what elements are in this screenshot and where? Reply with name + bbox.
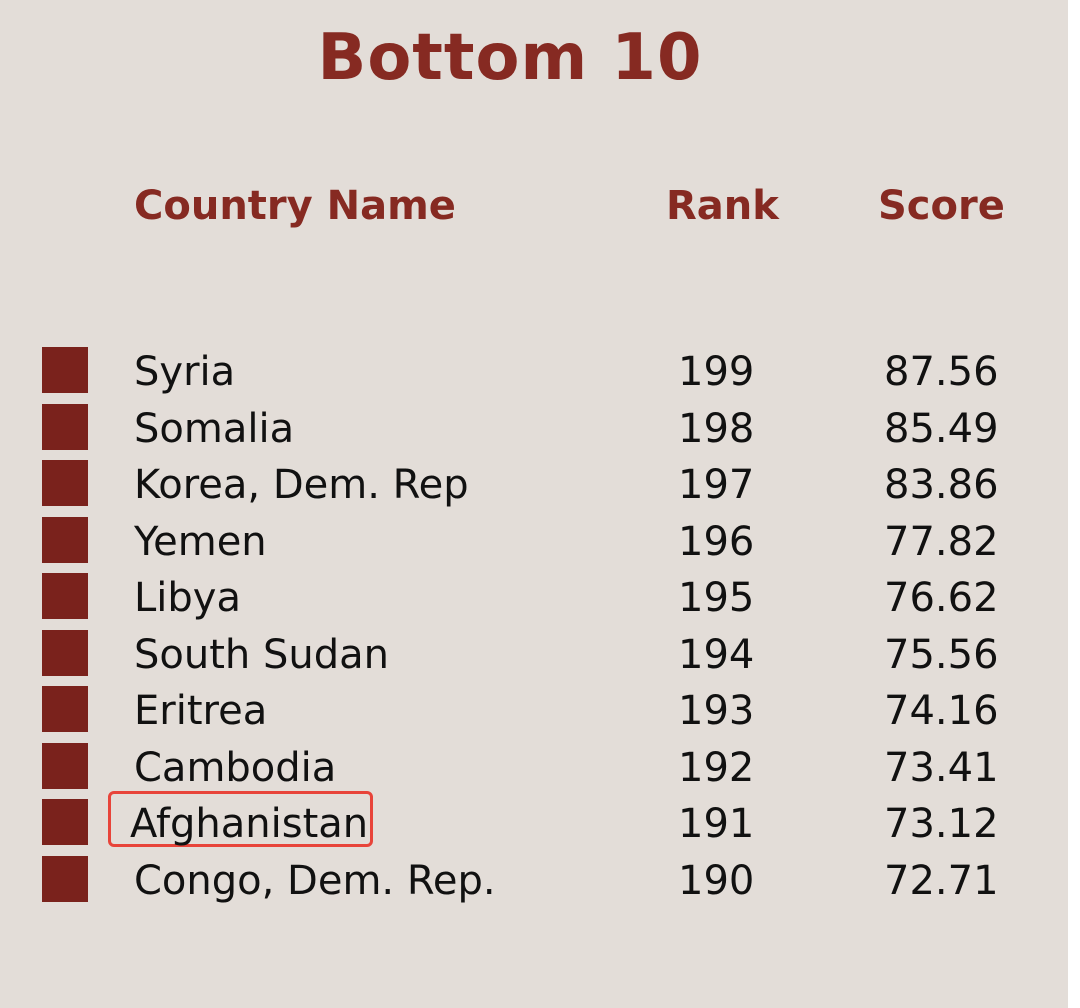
- table-row: South Sudan 194 75.56: [0, 627, 1068, 684]
- row-marker: [42, 460, 88, 506]
- table-row: Congo, Dem. Rep. 190 72.71: [0, 853, 1068, 910]
- row-marker: [42, 686, 88, 732]
- country-name: Yemen: [134, 518, 267, 565]
- row-marker: [42, 516, 88, 563]
- rank-value: 191: [678, 801, 755, 847]
- score-value: 75.56: [884, 631, 999, 678]
- highlight-box: [108, 791, 373, 847]
- country-name: Libya: [134, 575, 241, 621]
- country-name: Cambodia: [134, 744, 337, 791]
- rank-value: 192: [678, 744, 755, 791]
- row-marker: [42, 855, 88, 902]
- rank-value: 199: [678, 349, 755, 395]
- table-row: Yemen 196 77.82: [0, 514, 1068, 571]
- score-value: 73.41: [884, 744, 999, 791]
- score-value: 72.71: [884, 857, 999, 904]
- rank-value: 197: [678, 462, 755, 508]
- rank-value: 196: [678, 518, 755, 565]
- table-row: Syria 199 87.56: [0, 344, 1068, 401]
- score-value: 77.82: [884, 518, 999, 565]
- country-name: South Sudan: [134, 631, 389, 678]
- table-row-highlighted: Afghanistan 191 73.12: [0, 791, 1068, 853]
- rank-value: 198: [678, 405, 755, 452]
- score-value: 83.86: [884, 462, 999, 508]
- row-marker: [42, 573, 88, 619]
- country-name: Eritrea: [134, 688, 268, 734]
- table-row: Somalia 198 85.49: [0, 401, 1068, 458]
- rank-value: 193: [678, 688, 755, 734]
- score-value: 87.56: [884, 349, 999, 395]
- page-title: Bottom 10: [317, 21, 703, 95]
- score-value: 74.16: [884, 688, 999, 734]
- rank-value: 195: [678, 575, 755, 621]
- row-marker: [42, 799, 88, 845]
- row-marker: [42, 403, 88, 450]
- country-name: Syria: [134, 349, 236, 395]
- row-marker: [42, 742, 88, 789]
- column-header-score: Score: [878, 183, 1005, 229]
- column-header-country: Country Name: [134, 183, 456, 229]
- row-marker: [42, 629, 88, 676]
- score-value: 73.12: [884, 801, 999, 847]
- table-row: Korea, Dem. Rep 197 83.86: [0, 457, 1068, 514]
- table-row: Cambodia 192 73.41: [0, 740, 1068, 797]
- rank-value: 190: [678, 857, 755, 904]
- row-marker: [42, 347, 88, 393]
- score-value: 76.62: [884, 575, 999, 621]
- ranking-table: Syria 199 87.56 Somalia 198 85.49 Korea,…: [0, 344, 1068, 909]
- table-row: Eritrea 193 74.16: [0, 683, 1068, 740]
- country-name: Afghanistan: [130, 801, 369, 847]
- score-value: 85.49: [884, 405, 999, 452]
- country-name: Congo, Dem. Rep.: [134, 857, 496, 904]
- rank-value: 194: [678, 631, 755, 678]
- country-name: Korea, Dem. Rep: [134, 462, 469, 508]
- column-header-rank: Rank: [666, 183, 779, 229]
- country-name: Somalia: [134, 405, 295, 452]
- table-row: Libya 195 76.62: [0, 570, 1068, 627]
